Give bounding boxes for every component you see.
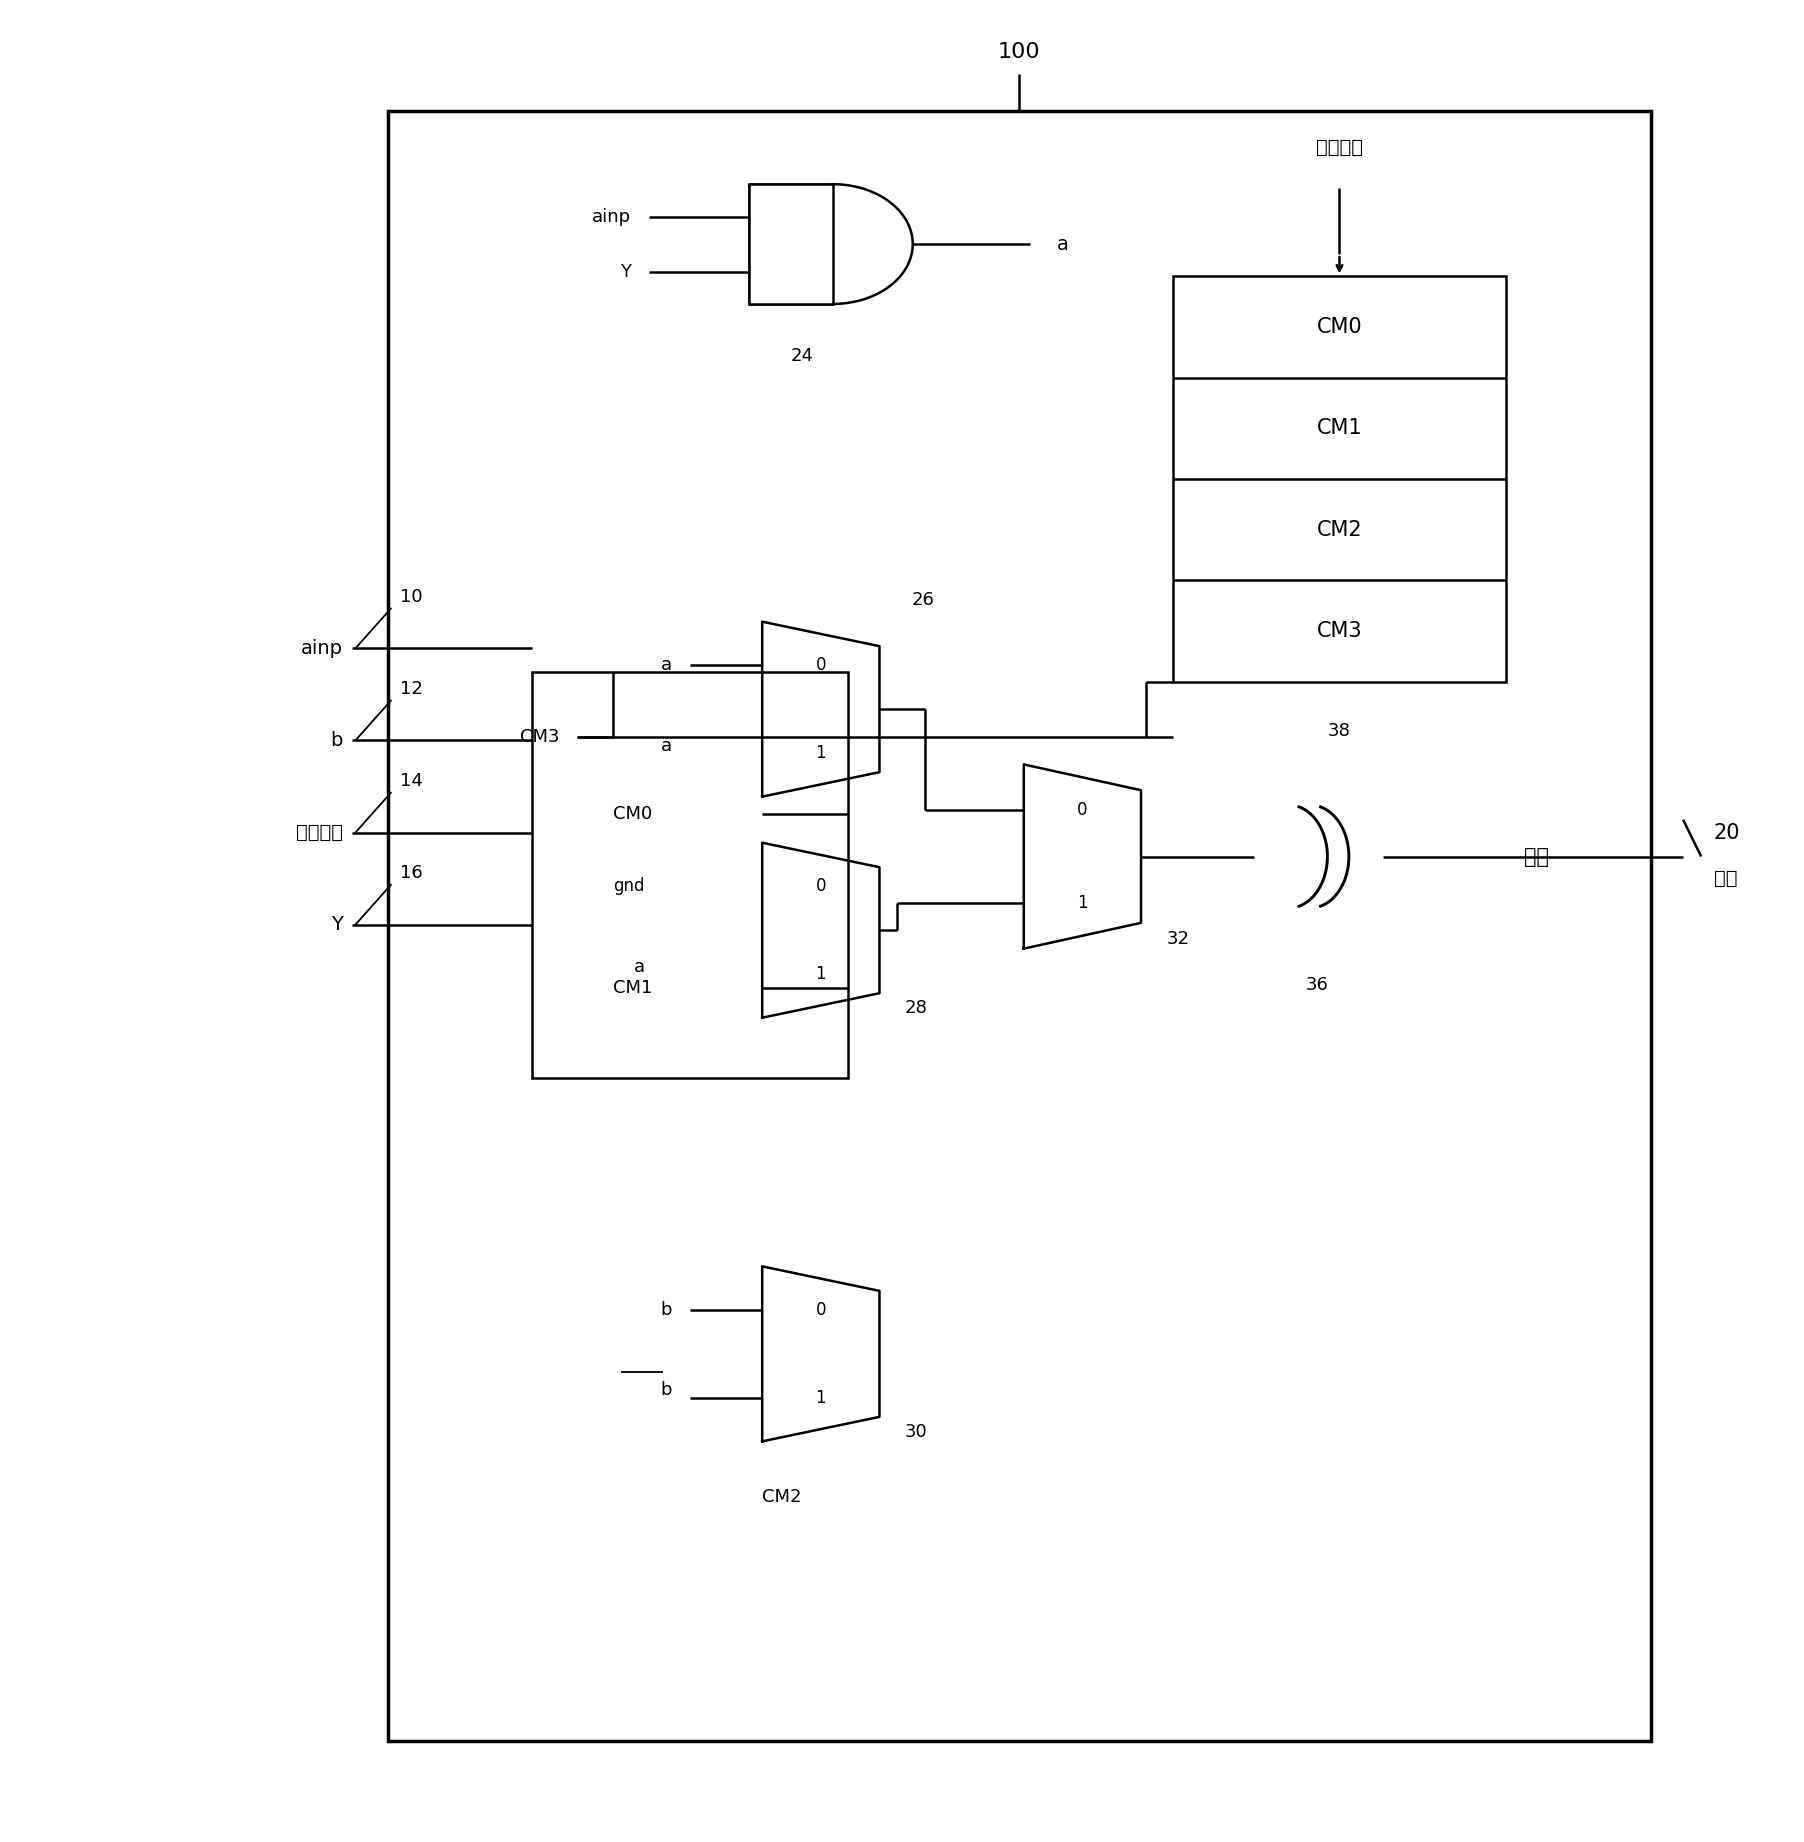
Text: 1: 1: [815, 965, 826, 984]
Text: 0: 0: [815, 656, 826, 674]
Text: 0: 0: [1077, 801, 1088, 820]
Text: 数据输入: 数据输入: [1315, 138, 1364, 157]
Text: 32: 32: [1165, 930, 1189, 949]
Text: gnd: gnd: [613, 877, 646, 895]
Text: ainp: ainp: [301, 639, 343, 658]
Text: 38: 38: [1328, 722, 1351, 740]
Text: CM1: CM1: [613, 980, 653, 997]
Text: CM2: CM2: [761, 1488, 801, 1505]
Text: 结果: 结果: [1714, 869, 1737, 888]
Text: a: a: [660, 656, 671, 674]
Text: CM0: CM0: [1317, 317, 1362, 337]
Text: CM3: CM3: [520, 728, 559, 746]
Bar: [749, 184, 833, 304]
Text: 36: 36: [1306, 976, 1328, 995]
Text: 1: 1: [815, 744, 826, 763]
Text: 1: 1: [815, 1389, 826, 1407]
Text: 12: 12: [400, 680, 424, 698]
Text: b: b: [660, 1382, 671, 1400]
Text: 30: 30: [906, 1424, 927, 1440]
Text: a: a: [1057, 234, 1070, 254]
Bar: [1173, 276, 1506, 682]
Text: 14: 14: [400, 772, 424, 790]
Text: 20: 20: [1714, 823, 1741, 842]
Text: Y: Y: [621, 263, 631, 280]
Text: 0: 0: [815, 877, 826, 895]
Text: ainp: ainp: [592, 208, 631, 225]
Text: 26: 26: [913, 591, 934, 608]
Text: CM3: CM3: [1317, 621, 1362, 641]
Text: b: b: [660, 1300, 671, 1319]
Text: CM2: CM2: [1317, 519, 1362, 540]
Text: Y: Y: [330, 915, 343, 934]
Text: 28: 28: [906, 1000, 927, 1017]
Text: 1: 1: [1077, 893, 1088, 912]
Text: a: a: [660, 737, 671, 755]
Text: 16: 16: [400, 864, 424, 882]
Bar: [388, 111, 1651, 1741]
Text: CM1: CM1: [1317, 418, 1362, 438]
Text: 0: 0: [815, 1300, 826, 1319]
Text: 100: 100: [998, 42, 1041, 61]
Text: CM0: CM0: [613, 805, 653, 823]
Text: 24: 24: [790, 346, 814, 365]
Text: 10: 10: [400, 588, 424, 606]
Bar: [532, 672, 848, 1078]
Text: b: b: [330, 731, 343, 750]
Text: a: a: [633, 958, 646, 976]
Text: 数据输入: 数据输入: [296, 823, 343, 842]
Text: 结果: 结果: [1524, 847, 1550, 866]
